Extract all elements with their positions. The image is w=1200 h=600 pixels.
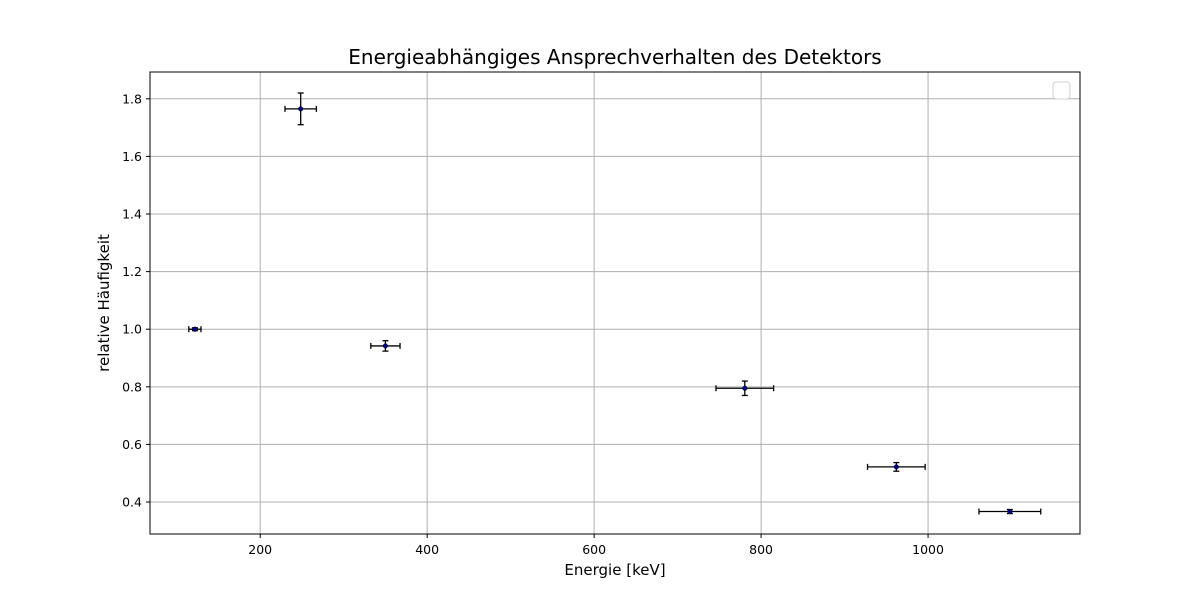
data-point: [893, 464, 899, 470]
grid: [150, 72, 1080, 534]
x-tick-label: 200: [248, 542, 272, 557]
y-tick-label: 1.2: [122, 264, 142, 279]
data-point: [1007, 508, 1013, 515]
data-point-group: [978, 508, 1042, 515]
data-point-group: [370, 340, 401, 352]
y-axis-ticks: 0.4 0.6 0.8 1.0 1.2 1.4 1.6 1.8: [122, 91, 150, 510]
x-axis-label: Energie [keV]: [564, 561, 665, 579]
y-tick-label: 0.4: [122, 495, 142, 510]
y-tick-label: 0.8: [122, 379, 142, 394]
x-tick-label: 400: [415, 542, 439, 557]
data-points: [188, 92, 1042, 515]
y-axis-label: relative Häufigkeit: [95, 234, 113, 372]
legend: [1052, 81, 1071, 100]
y-tick-label: 0.6: [122, 437, 142, 452]
x-tick-label: 800: [749, 542, 773, 557]
x-tick-label: 1000: [912, 542, 944, 557]
data-point-group: [866, 461, 926, 472]
data-point: [298, 106, 304, 112]
data-point: [192, 326, 198, 332]
data-point: [382, 343, 388, 349]
y-tick-label: 1.4: [122, 206, 142, 221]
plot-frame: [149, 71, 1081, 535]
data-point: [742, 385, 748, 391]
x-tick-label: 600: [582, 542, 606, 557]
chart-title: Energieabhängiges Ansprechverhalten des …: [348, 45, 881, 69]
data-point-group: [284, 92, 318, 126]
data-point-group: [715, 380, 775, 397]
x-axis-ticks: 200 400 600 800 1000: [248, 534, 944, 557]
y-tick-label: 1.0: [122, 322, 142, 337]
y-tick-label: 1.8: [122, 91, 142, 106]
y-tick-label: 1.6: [122, 149, 142, 164]
data-point-group: [188, 326, 202, 333]
